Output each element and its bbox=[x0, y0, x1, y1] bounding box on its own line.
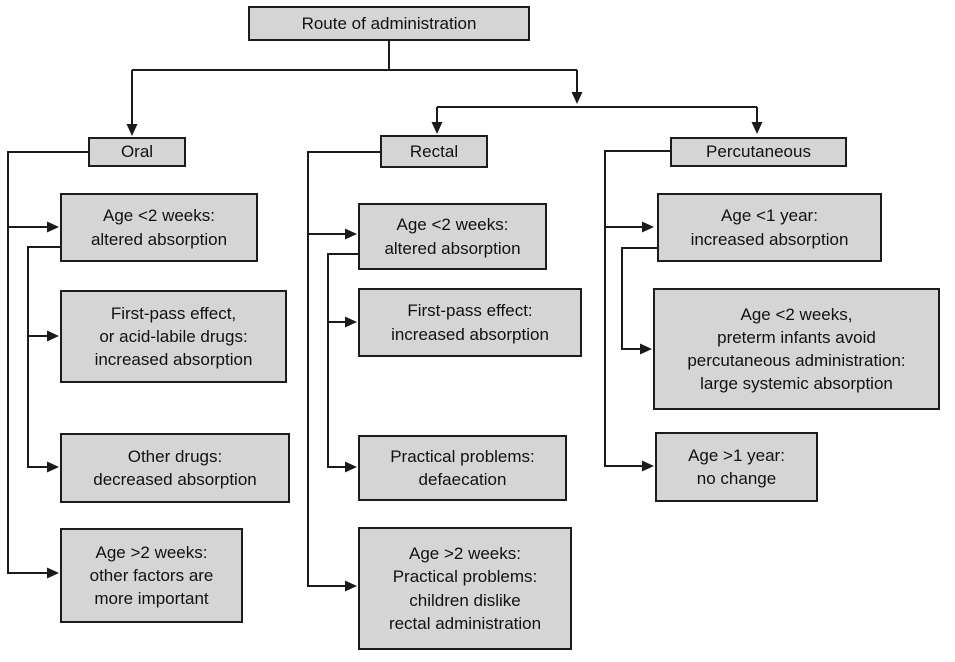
arrowhead-rectal-3 bbox=[345, 461, 357, 473]
arrowhead-rectal-1 bbox=[345, 228, 357, 240]
node-percutaneous-age-under-1-year: Age <1 year: increased absorption bbox=[657, 193, 882, 262]
node-oral-other-drugs: Other drugs: decreased absorption bbox=[60, 433, 290, 503]
arrowhead-oral-4 bbox=[47, 567, 59, 579]
arrowhead-down-mid bbox=[571, 92, 583, 104]
node-rectal-age-over-2-weeks: Age >2 weeks: Practical problems: childr… bbox=[358, 527, 572, 650]
arrowhead-percutaneous-1 bbox=[642, 221, 654, 233]
arrowhead-oral-3 bbox=[47, 461, 59, 473]
node-rectal-first-pass-effect: First-pass effect: increased absorption bbox=[358, 288, 582, 357]
arrowhead-rectal-4 bbox=[345, 580, 357, 592]
node-oral-first-pass-effect: First-pass effect, or acid-labile drugs:… bbox=[60, 290, 287, 383]
rectal-inner-spine bbox=[327, 253, 358, 468]
node-rectal-age-under-2-weeks: Age <2 weeks: altered absorption bbox=[358, 203, 547, 270]
arrowhead-percutaneous-2 bbox=[640, 343, 652, 355]
node-percutaneous-preterm-infants: Age <2 weeks, preterm infants avoid perc… bbox=[653, 288, 940, 410]
node-route-of-administration: Route of administration bbox=[248, 6, 530, 41]
arrowhead-down-percutaneous bbox=[751, 122, 763, 134]
node-rectal-header: Rectal bbox=[380, 135, 488, 168]
arrowhead-percutaneous-3 bbox=[642, 460, 654, 472]
node-rectal-practical-problems: Practical problems: defaecation bbox=[358, 435, 567, 501]
arrowhead-down-oral bbox=[126, 124, 138, 136]
node-percutaneous-age-over-1-year: Age >1 year: no change bbox=[655, 432, 818, 502]
node-oral-header: Oral bbox=[88, 137, 186, 167]
node-oral-age-over-2-weeks: Age >2 weeks: other factors are more imp… bbox=[60, 528, 243, 623]
arrowhead-down-rectal bbox=[431, 122, 443, 134]
oral-inner-spine bbox=[27, 246, 60, 468]
arrowhead-rectal-2 bbox=[345, 316, 357, 328]
node-percutaneous-header: Percutaneous bbox=[670, 137, 847, 167]
percutaneous-inner-spine bbox=[621, 247, 657, 350]
node-oral-age-under-2-weeks: Age <2 weeks: altered absorption bbox=[60, 193, 258, 262]
arrowhead-oral-2 bbox=[47, 330, 59, 342]
arrowhead-oral-1 bbox=[47, 221, 59, 233]
